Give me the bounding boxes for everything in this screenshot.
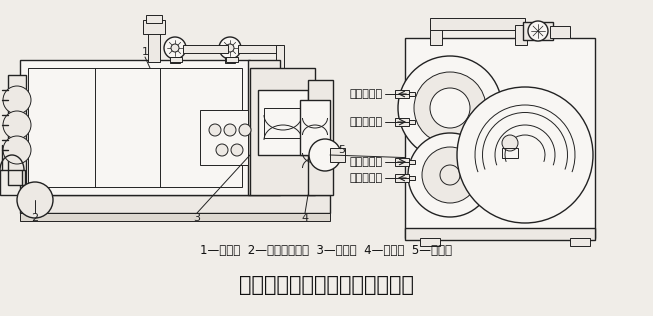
Bar [200, 110, 248, 165]
Text: 冷冻水出口: 冷冻水出口 [350, 173, 383, 183]
Circle shape [3, 111, 31, 139]
Bar [523, 22, 553, 40]
Bar [308, 80, 333, 195]
Bar [183, 45, 228, 53]
Bar [170, 57, 180, 63]
Circle shape [502, 135, 518, 151]
Circle shape [164, 37, 186, 59]
Text: 2: 2 [31, 213, 39, 223]
Circle shape [239, 124, 251, 136]
Bar [225, 57, 235, 63]
Bar [395, 174, 409, 182]
Circle shape [414, 72, 486, 144]
Bar [570, 238, 590, 246]
Bar [405, 38, 595, 238]
Bar [146, 15, 162, 23]
Circle shape [408, 133, 492, 217]
Circle shape [457, 87, 593, 223]
Bar [502, 148, 518, 158]
Text: 5: 5 [338, 145, 345, 155]
Bar [0, 170, 25, 195]
Bar [20, 195, 330, 213]
Bar [395, 158, 409, 166]
Bar [405, 228, 595, 240]
Circle shape [3, 136, 31, 164]
Text: 3: 3 [193, 213, 200, 223]
Bar [420, 238, 440, 246]
Circle shape [226, 44, 234, 52]
Bar [430, 18, 525, 30]
Bar [170, 57, 182, 62]
Bar [550, 26, 570, 38]
Bar [409, 92, 415, 96]
Bar [274, 68, 286, 73]
Circle shape [171, 44, 179, 52]
Bar [8, 75, 26, 185]
Bar [430, 25, 442, 45]
Text: 冷却水出口: 冷却水出口 [350, 89, 383, 99]
Bar [395, 118, 409, 126]
Bar [409, 176, 415, 180]
Bar [276, 45, 284, 70]
Bar [226, 57, 238, 62]
Bar [248, 60, 280, 195]
Circle shape [430, 88, 470, 128]
Bar [395, 90, 409, 98]
Bar [250, 68, 315, 195]
Circle shape [17, 182, 53, 218]
Text: 冷冻水进口: 冷冻水进口 [350, 157, 383, 167]
Circle shape [224, 124, 236, 136]
Circle shape [398, 56, 502, 160]
Text: 1—冷凝器  2—气液热交换器  3—电动机  4—压缩机  5—蒸发器: 1—冷凝器 2—气液热交换器 3—电动机 4—压缩机 5—蒸发器 [200, 244, 453, 257]
Text: 4: 4 [302, 213, 309, 223]
Bar [409, 160, 415, 164]
Circle shape [422, 147, 478, 203]
Text: 一种活塞式冷水机组的外形组成: 一种活塞式冷水机组的外形组成 [239, 275, 414, 295]
Bar [148, 30, 160, 62]
Circle shape [209, 124, 221, 136]
Text: 冷却水进口: 冷却水进口 [350, 117, 383, 127]
Bar [264, 108, 302, 138]
Bar [20, 213, 330, 221]
Bar [515, 25, 527, 45]
Bar [330, 148, 345, 162]
Bar [300, 100, 330, 155]
Bar [278, 68, 290, 73]
Bar [258, 90, 308, 155]
Circle shape [231, 144, 243, 156]
Circle shape [3, 86, 31, 114]
Circle shape [219, 37, 241, 59]
Bar [20, 60, 250, 195]
Circle shape [216, 144, 228, 156]
Bar [28, 68, 242, 187]
Text: 1: 1 [142, 47, 148, 57]
Circle shape [528, 21, 548, 41]
Bar [143, 20, 165, 34]
Bar [409, 120, 415, 124]
Bar [238, 45, 280, 53]
Circle shape [309, 139, 341, 171]
